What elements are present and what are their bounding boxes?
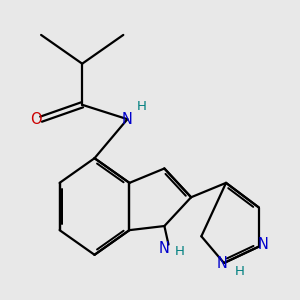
Text: H: H bbox=[235, 265, 244, 278]
Text: O: O bbox=[30, 112, 42, 127]
Text: N: N bbox=[217, 256, 227, 271]
Text: H: H bbox=[175, 245, 185, 258]
Text: H: H bbox=[137, 100, 147, 113]
Text: N: N bbox=[122, 112, 133, 127]
Text: N: N bbox=[258, 237, 268, 252]
Text: N: N bbox=[159, 241, 170, 256]
